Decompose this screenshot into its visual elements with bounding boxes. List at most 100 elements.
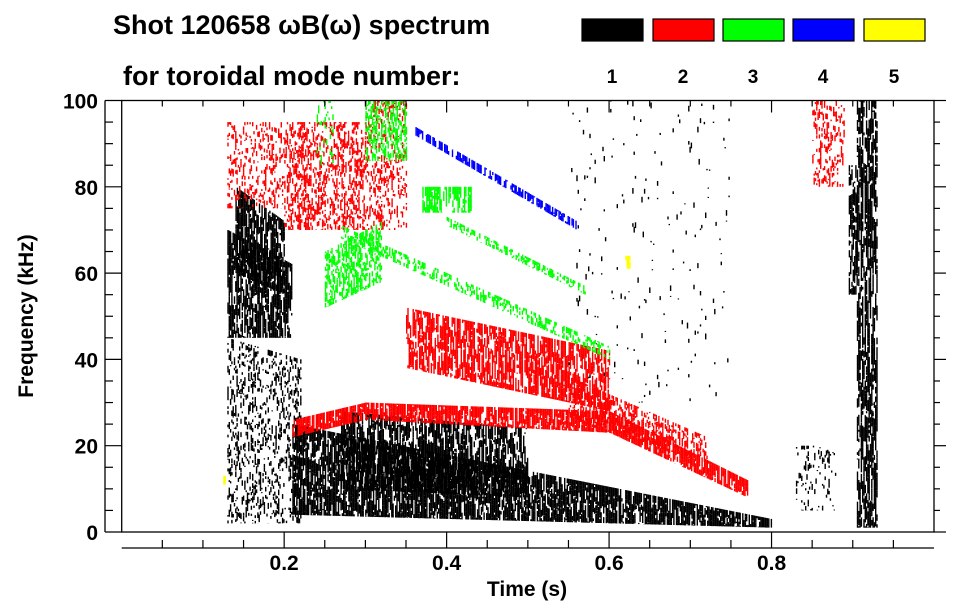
spectral-mark-mode-1 [300, 457, 302, 464]
spectral-mark-mode-1 [257, 449, 259, 452]
spectral-mark-mode-1 [468, 482, 470, 487]
spectral-mark-mode-1 [403, 454, 405, 462]
spectral-mark-mode-1 [340, 488, 342, 495]
feature-mode-1 [235, 187, 285, 294]
spectral-mark-mode-1 [418, 516, 420, 519]
spectral-mark-mode-1 [282, 256, 284, 265]
spectral-mark-mode-1 [355, 476, 357, 484]
spectral-mark-mode-1 [390, 449, 392, 464]
spectral-mark-mode-1 [339, 467, 341, 482]
spectral-mark-mode-1 [495, 495, 497, 507]
spectral-mark-mode-1 [341, 493, 344, 495]
spectral-mark-mode-1 [495, 459, 498, 464]
spectral-mark-mode-1 [385, 489, 388, 499]
spectral-mark-mode-1 [438, 446, 440, 459]
spectral-mark-mode-1 [285, 424, 288, 429]
spectral-mark-mode-1 [242, 387, 245, 390]
spectral-mark-mode-1 [289, 263, 292, 272]
spectral-mark-mode-1 [587, 482, 589, 493]
spectral-mark-mode-1 [300, 464, 302, 467]
spectral-mark-mode-1 [437, 470, 439, 482]
spectral-mark-mode-1 [856, 137, 859, 144]
spectral-mark-mode-1 [523, 501, 526, 508]
spectral-mark-mode-1 [492, 511, 494, 521]
spectral-mark-mode-1 [364, 437, 366, 448]
spectral-mark-mode-1 [344, 491, 346, 501]
spectral-mark-mode-1 [328, 486, 331, 495]
spectral-mark-mode-1 [465, 494, 467, 501]
spectral-mark-mode-1 [244, 299, 246, 313]
spectral-mark-mode-1 [280, 269, 282, 272]
spectral-mark-mode-1 [629, 501, 631, 511]
spectral-mark-mode-1 [565, 501, 567, 505]
spectral-mark-mode-1 [502, 473, 504, 485]
spectral-mark-mode-1 [253, 448, 255, 452]
spectral-mark-mode-1 [487, 424, 490, 439]
spectral-mark-mode-1 [557, 489, 559, 494]
spectral-mark-mode-1 [331, 488, 333, 493]
spectral-mark-mode-1 [479, 494, 481, 506]
spectral-mark-mode-1 [376, 475, 378, 486]
spectral-mark-mode-1 [254, 520, 256, 524]
spectral-mark-mode-1 [297, 390, 299, 397]
spectral-mark-mode-1 [506, 471, 508, 487]
spectral-mark-mode-1 [858, 165, 860, 168]
spectral-mark-mode-1 [257, 388, 259, 392]
spectral-mark-mode-1 [873, 317, 876, 332]
spectral-mark-mode-1 [439, 496, 441, 507]
spectral-mark-mode-1 [681, 518, 683, 526]
spectral-mark-mode-1 [478, 504, 480, 519]
spectral-mark-mode-1 [253, 236, 255, 245]
spectral-mark-mode-1 [872, 336, 874, 347]
spectral-mark-mode-1 [461, 488, 463, 495]
spectral-mark-mode-1 [357, 432, 360, 434]
spectral-mark-mode-1 [484, 470, 487, 486]
spectral-mark-mode-1 [294, 437, 297, 450]
spectral-mark-mode-1 [865, 443, 868, 450]
spectral-mark-mode-1 [291, 392, 293, 396]
spectral-mark-mode-1 [333, 477, 336, 481]
spectral-mark-mode-1 [389, 501, 392, 510]
spectral-mark-mode-1 [420, 418, 422, 423]
spectral-mark-mode-1 [376, 510, 379, 517]
spectral-mark-mode-1 [651, 508, 653, 513]
spectral-mark-mode-1 [245, 314, 247, 326]
spectral-mark-mode-1 [244, 312, 246, 317]
spectral-mark-mode-1 [361, 452, 364, 459]
spectral-mark-mode-1 [858, 510, 860, 524]
spectral-mark-mode-1 [755, 515, 757, 523]
spectral-mark-mode-1 [278, 300, 280, 307]
spectral-mark-mode-1 [569, 492, 571, 495]
spectral-mark-mode-1 [447, 463, 449, 478]
spectral-mark-mode-1 [587, 521, 589, 523]
spectral-mark-mode-1 [869, 166, 872, 171]
spectral-mark-mode-1 [445, 430, 447, 445]
spectral-mark-mode-1 [419, 482, 421, 493]
spectral-mark-mode-1 [245, 213, 248, 229]
spectral-mark-mode-1 [280, 431, 282, 437]
spectral-mark-mode-1 [506, 507, 509, 518]
spectral-mark-mode-1 [871, 291, 873, 297]
spectral-mark-mode-1 [553, 495, 555, 504]
spectral-mark-mode-1 [506, 426, 508, 435]
spectral-mark-mode-1 [298, 487, 301, 493]
spectral-mark-mode-1 [461, 512, 463, 520]
spectral-mark-mode-1 [275, 259, 278, 273]
spectral-mark-mode-1 [239, 287, 241, 292]
spectral-mark-mode-1 [247, 203, 249, 213]
spectral-mark-mode-1 [274, 473, 276, 476]
spectral-mark-mode-1 [241, 335, 243, 338]
spectral-mark-mode-1 [278, 433, 280, 439]
spectral-mark-mode-1 [413, 470, 416, 475]
spectral-mark-mode-1 [386, 475, 388, 484]
spectral-mark-mode-1 [235, 508, 237, 514]
spectral-mark-mode-1 [871, 391, 873, 406]
spectral-mark-mode-1 [553, 503, 555, 507]
spectral-mark-mode-1 [271, 224, 274, 240]
spectral-mark-mode-1 [438, 421, 440, 435]
spectral-mark-mode-1 [273, 274, 275, 279]
spectral-mark-mode-1 [237, 331, 240, 338]
spectral-mark-mode-1 [265, 231, 267, 244]
spectral-mark-mode-1 [580, 481, 583, 486]
spectral-mark-mode-1 [261, 300, 263, 312]
